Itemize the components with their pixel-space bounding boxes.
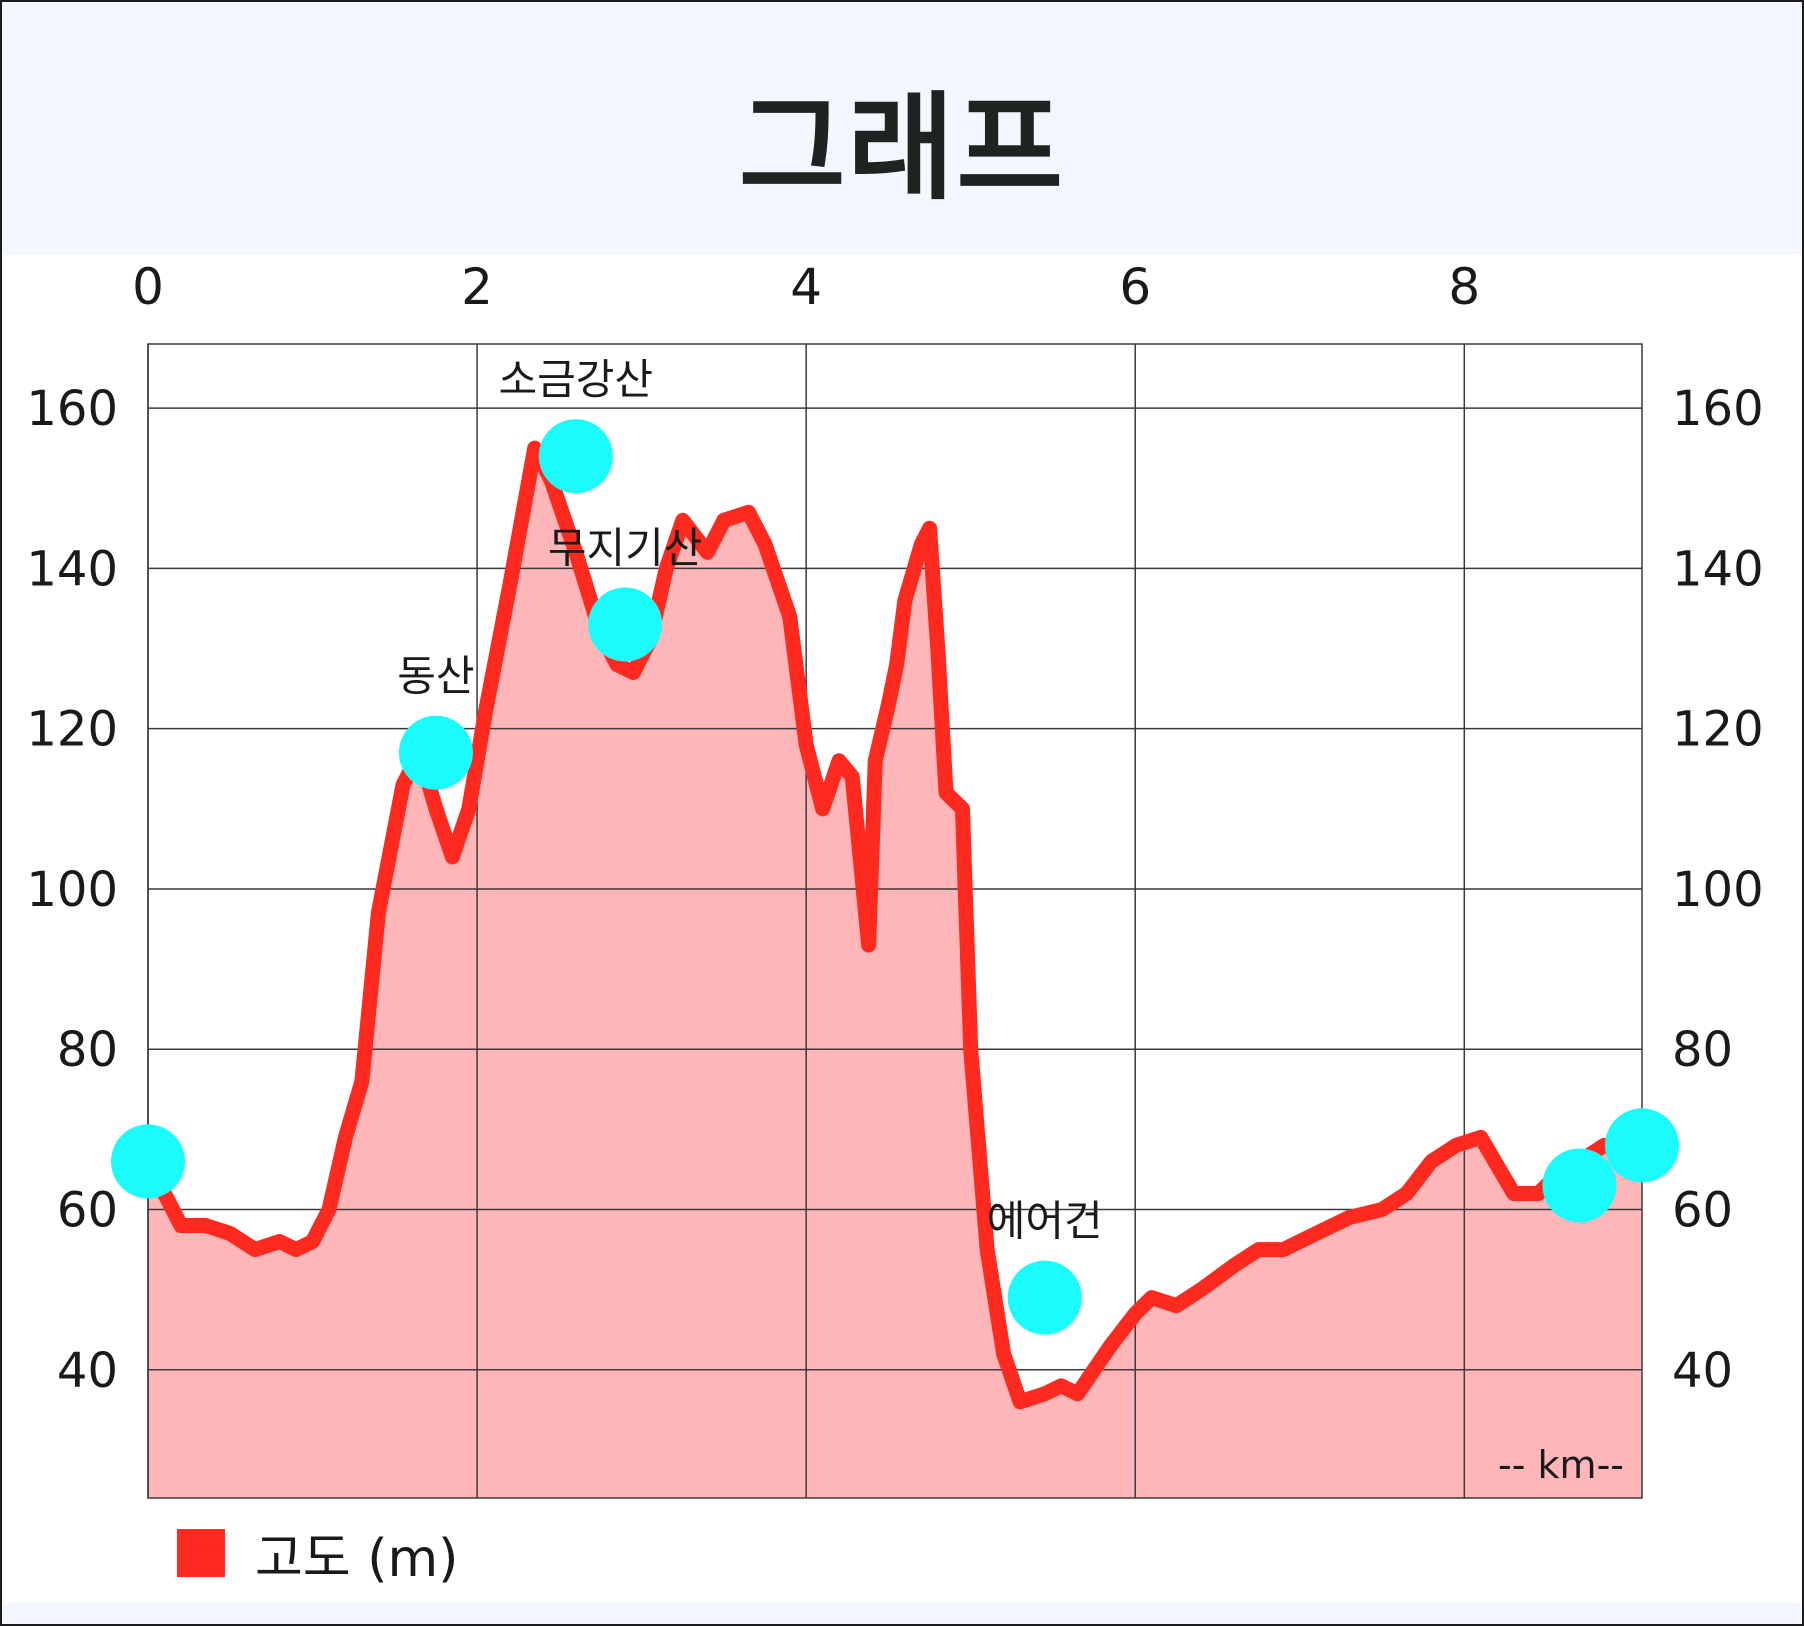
x-tick-label: 8 bbox=[1448, 258, 1480, 316]
plot-border bbox=[147, 343, 1643, 1499]
y-tick-label-right: 120 bbox=[1672, 702, 1764, 758]
waypoint-marker bbox=[111, 1124, 185, 1199]
elevation-area bbox=[148, 448, 1642, 1498]
y-tick-label-left: 80 bbox=[57, 1022, 118, 1078]
unit-label: -- km-- bbox=[1498, 1443, 1624, 1487]
legend-label: 고도 (m) bbox=[255, 1528, 459, 1589]
waypoint-label: 소금강산 bbox=[499, 355, 654, 404]
waypoint-marker bbox=[588, 587, 663, 662]
chart-title: 그래프 bbox=[738, 81, 1066, 216]
y-tick-label-left: 40 bbox=[57, 1343, 118, 1399]
waypoint-marker bbox=[538, 419, 613, 494]
waypoint-marker bbox=[1542, 1148, 1617, 1223]
y-tick-label-right: 40 bbox=[1672, 1343, 1733, 1399]
y-tick-label-left: 100 bbox=[26, 862, 118, 918]
bottom-strip bbox=[2, 1603, 1802, 1624]
y-tick-label-left: 120 bbox=[26, 702, 118, 758]
x-tick-label: 0 bbox=[132, 258, 164, 316]
legend: 고도 (m) bbox=[177, 1518, 459, 1589]
x-tick-label: 4 bbox=[790, 258, 822, 316]
y-tick-label-right: 60 bbox=[1672, 1183, 1733, 1239]
legend-swatch bbox=[177, 1529, 225, 1577]
waypoint-label: 에어건 bbox=[987, 1197, 1103, 1246]
y-tick-label-right: 160 bbox=[1672, 381, 1764, 437]
x-tick-label: 2 bbox=[461, 258, 493, 316]
y-tick-label-right: 80 bbox=[1672, 1022, 1733, 1078]
chart-header: 그래프 bbox=[2, 2, 1802, 255]
y-tick-label-left: 60 bbox=[57, 1183, 118, 1239]
waypoint-marker bbox=[1605, 1108, 1679, 1183]
y-tick-label-right: 100 bbox=[1672, 862, 1764, 918]
waypoint-marker bbox=[398, 715, 473, 790]
y-tick-label-left: 160 bbox=[26, 381, 118, 437]
waypoint-label: 무지기산 bbox=[548, 523, 703, 572]
y-tick-label-right: 140 bbox=[1672, 541, 1764, 597]
waypoint-marker bbox=[1007, 1260, 1082, 1335]
x-tick-label: 6 bbox=[1119, 258, 1151, 316]
waypoint-label: 동산 bbox=[397, 652, 474, 701]
y-tick-label-left: 140 bbox=[26, 541, 118, 597]
